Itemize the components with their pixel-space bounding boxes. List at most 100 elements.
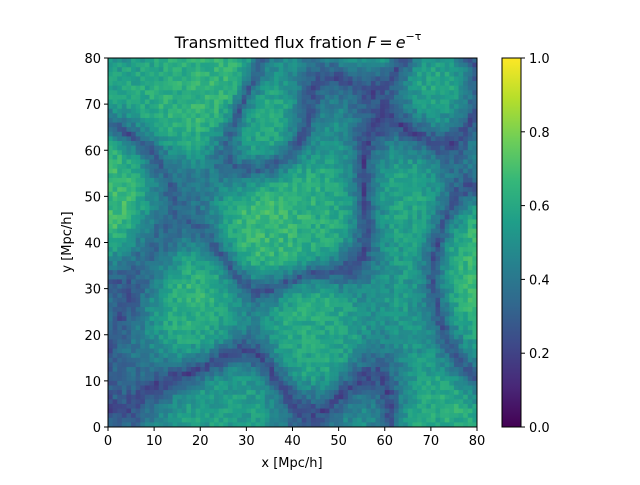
heatmap-cell xyxy=(274,316,280,322)
heatmap-cell xyxy=(149,173,155,179)
heatmap-cell xyxy=(472,302,477,308)
heatmap-cell xyxy=(389,168,395,174)
heatmap-cell xyxy=(357,251,363,257)
heatmap-cell xyxy=(329,104,335,110)
heatmap-cell xyxy=(172,302,178,308)
heatmap-cell xyxy=(310,311,317,317)
heatmap-cell xyxy=(467,214,473,221)
heatmap-cell xyxy=(283,90,289,96)
heatmap-cell xyxy=(172,113,178,119)
heatmap-cell xyxy=(453,224,460,230)
heatmap-cell xyxy=(467,247,473,253)
heatmap-cell xyxy=(352,159,358,165)
heatmap-cell xyxy=(274,81,280,87)
heatmap-cell xyxy=(227,62,234,68)
heatmap-cell xyxy=(306,177,312,184)
heatmap-cell xyxy=(269,279,275,285)
heatmap-cell xyxy=(310,173,317,179)
heatmap-cell xyxy=(218,127,224,133)
heatmap-cell xyxy=(181,224,188,230)
heatmap-cell xyxy=(389,159,395,165)
heatmap-cell xyxy=(407,131,414,138)
heatmap-cell xyxy=(154,343,160,350)
heatmap-cell xyxy=(463,168,469,174)
heatmap-cell xyxy=(283,67,289,73)
heatmap-cell xyxy=(246,265,252,271)
heatmap-cell xyxy=(195,113,201,119)
heatmap-cell xyxy=(370,288,377,294)
heatmap-cell xyxy=(135,205,141,211)
heatmap-cell xyxy=(463,182,469,188)
heatmap-cell xyxy=(283,247,289,253)
heatmap-cell xyxy=(430,141,437,147)
heatmap-cell xyxy=(149,164,155,170)
heatmap-cell xyxy=(306,237,312,244)
heatmap-cell xyxy=(444,85,450,91)
heatmap-cell xyxy=(131,150,137,156)
heatmap-cell xyxy=(140,154,146,161)
heatmap-cell xyxy=(172,154,178,161)
heatmap-cell xyxy=(421,159,427,165)
heatmap-cell xyxy=(264,117,271,124)
heatmap-cell xyxy=(430,274,437,280)
heatmap-cell xyxy=(403,177,409,184)
heatmap-cell xyxy=(301,159,307,165)
heatmap-cell xyxy=(218,251,224,257)
heatmap-cell xyxy=(467,274,473,280)
heatmap-cell xyxy=(417,117,423,124)
heatmap-cell xyxy=(181,122,188,128)
heatmap-cell xyxy=(407,219,414,225)
heatmap-cell xyxy=(227,136,234,142)
heatmap-cell xyxy=(246,141,252,147)
heatmap-cell xyxy=(140,159,146,165)
heatmap-cell xyxy=(186,117,192,124)
heatmap-cell xyxy=(126,302,132,308)
heatmap-cell xyxy=(181,196,188,202)
heatmap-cell xyxy=(440,85,446,91)
heatmap-cell xyxy=(163,297,169,304)
heatmap-cell xyxy=(131,330,137,336)
heatmap-cell xyxy=(283,242,289,248)
heatmap-cell xyxy=(204,302,211,308)
heatmap-cell xyxy=(393,210,400,216)
heatmap-cell xyxy=(320,320,326,327)
heatmap-cell xyxy=(412,117,418,124)
heatmap-cell xyxy=(435,127,441,133)
heatmap-cell xyxy=(421,200,427,207)
heatmap-cell xyxy=(121,113,128,119)
heatmap-cell xyxy=(440,99,446,105)
heatmap-cell xyxy=(223,168,229,174)
heatmap-cell xyxy=(200,270,206,276)
heatmap-cell xyxy=(108,265,114,271)
heatmap-cell xyxy=(449,191,455,197)
heatmap-cell xyxy=(177,94,183,101)
heatmap-cell xyxy=(172,284,178,290)
heatmap-cell xyxy=(121,260,128,267)
heatmap-cell xyxy=(389,284,395,290)
heatmap-cell xyxy=(375,127,381,133)
heatmap-cell xyxy=(389,113,395,119)
heatmap-cell xyxy=(158,191,164,197)
heatmap-cell xyxy=(398,177,404,184)
heatmap-cell xyxy=(246,284,252,290)
heatmap-cell xyxy=(403,224,409,230)
heatmap-cell xyxy=(227,302,234,308)
heatmap-cell xyxy=(389,182,395,188)
heatmap-cell xyxy=(181,145,188,151)
heatmap-cell xyxy=(191,67,197,73)
heatmap-cell xyxy=(214,260,220,267)
heatmap-cell xyxy=(315,196,321,202)
heatmap-cell xyxy=(163,141,169,147)
heatmap-cell xyxy=(426,219,432,225)
heatmap-cell xyxy=(149,320,155,327)
heatmap-cell xyxy=(352,279,358,285)
heatmap-cell xyxy=(112,164,118,170)
heatmap-cell xyxy=(430,311,437,317)
heatmap-cell xyxy=(237,205,243,211)
heatmap-cell xyxy=(467,320,473,327)
heatmap-cell xyxy=(274,219,280,225)
heatmap-cell xyxy=(292,293,298,299)
heatmap-cell xyxy=(357,311,363,317)
heatmap-cell xyxy=(347,302,354,308)
heatmap-cell xyxy=(417,219,423,225)
